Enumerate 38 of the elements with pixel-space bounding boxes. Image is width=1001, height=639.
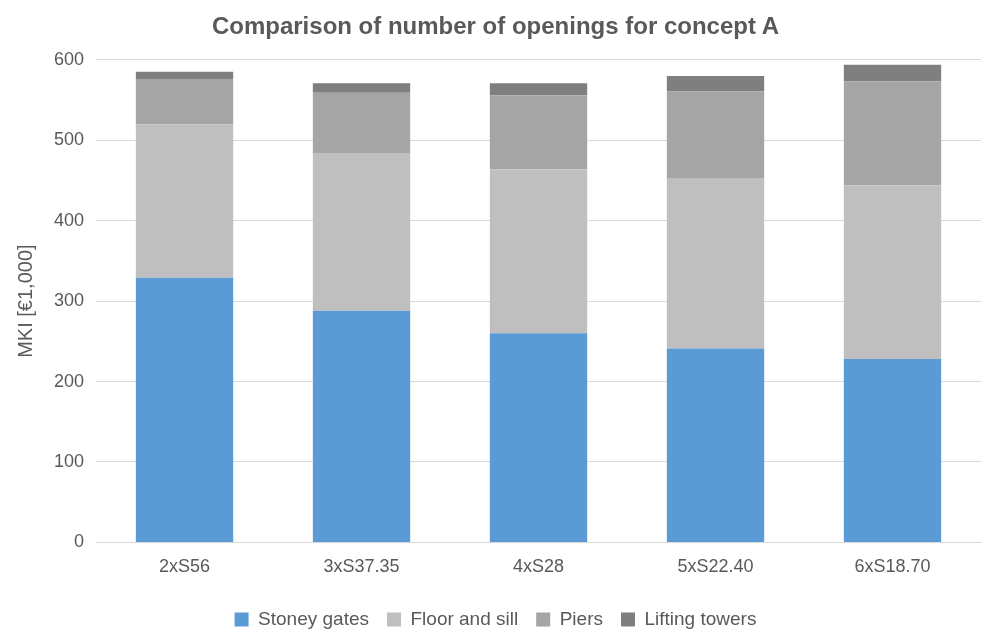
chart-title: Comparison of number of openings for concept A xyxy=(211,12,780,40)
x-tick-label: 5xS22.40 xyxy=(677,556,754,577)
bar xyxy=(135,71,234,80)
y-tick-label: 300 xyxy=(53,290,85,311)
bar xyxy=(489,333,588,542)
y-axis-title: MKI [€1,000] xyxy=(13,244,36,358)
bar xyxy=(843,64,942,82)
bar xyxy=(666,348,765,542)
y-tick-label: 500 xyxy=(53,129,85,150)
bar xyxy=(843,185,942,360)
legend-label: Floor and sill xyxy=(410,607,519,629)
y-tick-label: 200 xyxy=(53,370,85,391)
x-tick-label: 6xS18.70 xyxy=(854,556,931,577)
y-tick-label: 400 xyxy=(53,209,85,230)
y-tick-label: 100 xyxy=(53,450,85,471)
legend-label: Piers xyxy=(559,607,603,629)
bar xyxy=(666,75,765,92)
bar xyxy=(312,310,411,542)
bar xyxy=(666,178,765,349)
bar xyxy=(135,79,234,125)
legend-label: Stoney gates xyxy=(258,607,369,629)
bar xyxy=(843,359,942,542)
bar xyxy=(489,95,588,170)
x-tick-label: 4xS28 xyxy=(512,556,565,577)
bar xyxy=(666,91,765,179)
y-tick-label: 600 xyxy=(53,48,85,69)
bar xyxy=(489,169,588,334)
bar xyxy=(312,83,411,93)
bar xyxy=(489,83,588,96)
legend-label: Lifting towers xyxy=(644,607,757,629)
bar xyxy=(312,153,411,311)
x-tick-label: 2xS56 xyxy=(159,556,211,577)
bar xyxy=(135,277,234,542)
y-tick-label: 0 xyxy=(74,531,85,552)
bar xyxy=(312,92,411,154)
x-tick-label: 3xS37.35 xyxy=(323,556,400,577)
bar xyxy=(843,81,942,186)
bar xyxy=(135,124,234,278)
